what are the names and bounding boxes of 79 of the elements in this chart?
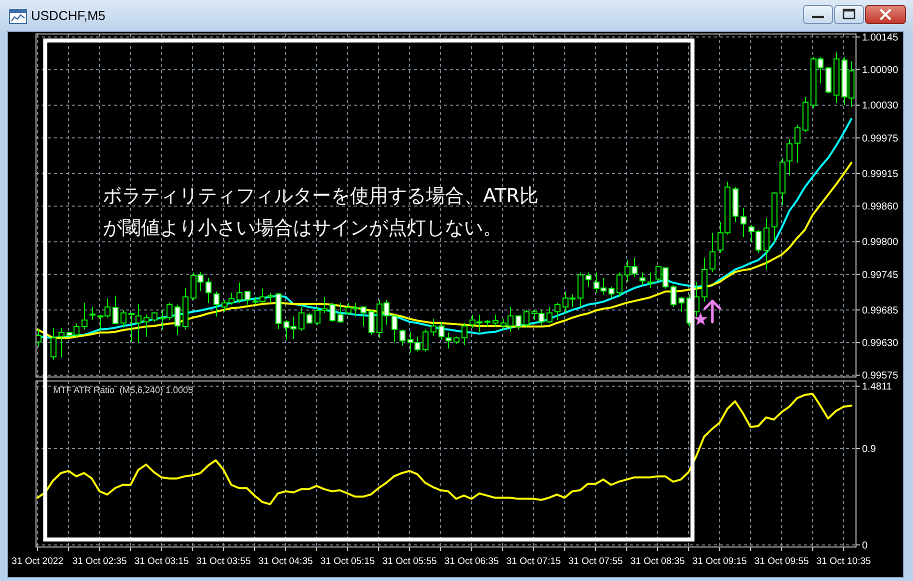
candlestick bbox=[338, 302, 344, 324]
candlestick bbox=[578, 272, 584, 308]
candlestick bbox=[586, 272, 592, 288]
annotation: ボラティリティフィルターを使用する場合、ATR比 bbox=[103, 185, 539, 207]
candlestick bbox=[648, 272, 654, 288]
candlestick bbox=[524, 309, 530, 328]
x-tick-label: 31 Oct 2022 bbox=[12, 556, 64, 567]
candlestick bbox=[152, 311, 158, 322]
candlestick bbox=[128, 312, 134, 342]
candlestick bbox=[144, 314, 150, 338]
x-tick-label: 31 Oct 09:15 bbox=[692, 556, 747, 567]
candlestick bbox=[764, 217, 770, 270]
y-tick-label: 0.99975 bbox=[862, 133, 899, 144]
candlestick bbox=[678, 296, 684, 312]
y-tick-label: 0.9 bbox=[862, 444, 876, 455]
x-tick-label: 31 Oct 02:35 bbox=[72, 556, 127, 567]
candlestick bbox=[368, 309, 374, 336]
y-tick-label: 0.99800 bbox=[862, 237, 899, 248]
candlestick bbox=[298, 306, 304, 332]
candlestick bbox=[516, 315, 522, 330]
candlestick bbox=[616, 272, 622, 298]
chart-title: USDCHF,M5 bbox=[31, 8, 106, 23]
candlestick bbox=[214, 291, 220, 317]
candlestick bbox=[546, 306, 552, 324]
x-tick-label: 31 Oct 07:15 bbox=[506, 556, 561, 567]
y-tick-label: 0.99685 bbox=[862, 305, 899, 316]
y-tick-label: 0 bbox=[862, 540, 868, 552]
candlestick bbox=[554, 302, 560, 321]
candlestick bbox=[50, 327, 56, 360]
candlestick bbox=[462, 322, 468, 346]
candlestick bbox=[268, 292, 274, 304]
y-tick-label: 0.99745 bbox=[862, 270, 899, 281]
y-tick-label: 0.99575 bbox=[862, 370, 899, 382]
y-tick-label: 0.99630 bbox=[862, 338, 899, 350]
candlestick bbox=[174, 304, 180, 336]
x-tick-label: 31 Oct 05:55 bbox=[382, 556, 437, 567]
candlestick bbox=[120, 309, 126, 328]
x-tick-label: 31 Oct 07:55 bbox=[568, 556, 623, 567]
x-tick-label: 31 Oct 09:55 bbox=[754, 556, 809, 567]
candlestick bbox=[710, 232, 716, 272]
candlestick bbox=[640, 272, 646, 286]
x-tick-label: 31 Oct 03:15 bbox=[134, 556, 189, 567]
candlestick bbox=[58, 327, 64, 358]
annotation: が閾値より小さい場合はサインが点灯しない。 bbox=[103, 217, 502, 239]
candlestick bbox=[90, 306, 96, 321]
y-tick-label: 1.00030 bbox=[862, 100, 899, 112]
text: MTF ATR Ratio (M5,6,240) 1.0005 bbox=[53, 385, 194, 395]
y-tick-label: 1.00090 bbox=[862, 65, 899, 76]
candlestick bbox=[360, 306, 366, 328]
candlestick bbox=[206, 277, 212, 304]
y-tick-label: 0.99860 bbox=[862, 202, 899, 213]
candlestick bbox=[438, 321, 444, 340]
candlestick bbox=[786, 138, 792, 176]
candlestick bbox=[112, 295, 118, 325]
x-tick-label: 31 Oct 06:35 bbox=[444, 556, 499, 567]
y-tick-label: 1.00145 bbox=[862, 32, 899, 44]
x-tick-label: 31 Oct 10:35 bbox=[816, 556, 871, 567]
x-tick-label: 31 Oct 03:55 bbox=[196, 556, 251, 567]
candlestick bbox=[36, 329, 42, 348]
y-tick-label: 1.4811 bbox=[862, 382, 892, 393]
candlestick bbox=[446, 332, 452, 350]
candlestick bbox=[794, 124, 800, 164]
x-tick-label: 31 Oct 04:35 bbox=[258, 556, 313, 567]
candlestick bbox=[330, 302, 336, 322]
candlestick bbox=[740, 207, 746, 238]
candlestick bbox=[492, 314, 498, 328]
candlestick bbox=[400, 329, 406, 346]
y-tick-label: 0.99915 bbox=[862, 168, 899, 180]
candlestick bbox=[670, 284, 676, 308]
candlestick bbox=[430, 318, 436, 336]
candlestick bbox=[136, 304, 142, 344]
candlestick bbox=[392, 314, 398, 344]
candlestick bbox=[236, 282, 242, 304]
x-tick-label: 31 Oct 05:15 bbox=[320, 556, 375, 567]
x-tick-label: 31 Oct 08:35 bbox=[630, 556, 685, 567]
candlestick bbox=[244, 291, 250, 306]
candlestick bbox=[608, 286, 614, 299]
candlestick bbox=[82, 302, 88, 330]
candlestick bbox=[422, 329, 428, 352]
